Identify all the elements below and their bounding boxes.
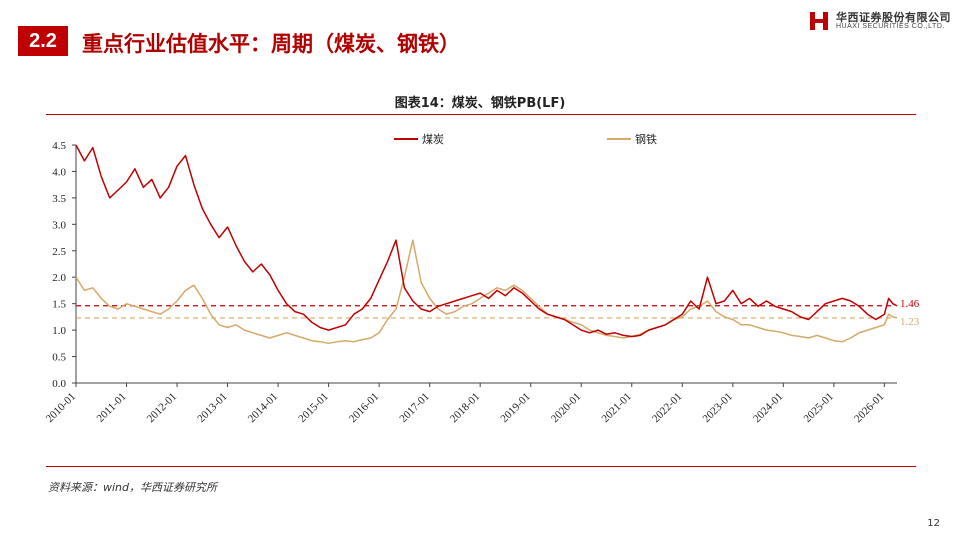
y-tick-label: 4.0 [52, 166, 66, 178]
x-tick-label: 2011-01 [95, 391, 129, 425]
x-tick-label: 2017-01 [397, 391, 431, 425]
x-tick-label: 2018-01 [448, 391, 482, 425]
x-tick-label: 2024-01 [751, 391, 785, 425]
chart-legend: 煤炭 钢铁 [394, 133, 657, 146]
x-tick-label: 2014-01 [246, 391, 280, 425]
logo-mark-icon [810, 12, 828, 30]
section-number-badge: 2.2 [18, 26, 68, 56]
logo-company-name-en: HUAXI SECURITIES CO.,LTD. [836, 23, 945, 30]
y-tick-label: 1.5 [52, 299, 66, 311]
x-tick-label: 2016-01 [347, 391, 381, 425]
series-line-steel [75, 239, 898, 345]
y-tick-label: 2.5 [52, 246, 66, 258]
company-logo: 华西证券股份有限公司 HUAXI SECURITIES CO.,LTD. [808, 8, 954, 34]
reference-label-2: 1.23 [900, 316, 920, 328]
slide-title: 重点行业估值水平：周期（煤炭、钢铁） [82, 32, 460, 56]
x-tick-label: 2023-01 [701, 391, 735, 425]
y-tick-label: 2.0 [52, 272, 66, 284]
x-tick-label: 2020-01 [549, 391, 583, 425]
legend-label-coal: 煤炭 [422, 133, 444, 146]
series-lines [75, 144, 898, 345]
series-line-coal [75, 144, 898, 338]
x-tick-label: 2025-01 [802, 391, 836, 425]
y-tick-label: 3.0 [52, 219, 66, 231]
x-tick-label: 2013-01 [195, 391, 229, 425]
x-tick-label: 2010-01 [44, 391, 78, 425]
x-tick-label: 2021-01 [599, 391, 633, 425]
chart-top-rule [46, 114, 916, 115]
source-note: 资料来源：wind，华西证券研究所 [48, 481, 218, 494]
x-tick-label: 2022-01 [650, 391, 684, 425]
y-tick-label: 4.5 [52, 140, 66, 152]
y-tick-label: 1.0 [52, 325, 66, 337]
reference-lines: 1.46 1.23 [76, 298, 920, 328]
x-tick-label: 2019-01 [498, 391, 532, 425]
page-number: 12 [927, 518, 940, 529]
x-tick-label: 2012-01 [145, 391, 179, 425]
logo-company-name-cn: 华西证券股份有限公司 [836, 11, 951, 24]
y-tick-label: 0.5 [52, 352, 66, 364]
x-tick-label: 2026-01 [852, 391, 886, 425]
y-tick-label: 0.0 [52, 378, 66, 390]
chart-title: 图表14：煤炭、钢铁PB(LF) [394, 96, 566, 111]
reference-label-1: 1.46 [900, 298, 920, 310]
y-tick-label: 3.5 [52, 193, 66, 205]
chart-bottom-rule [46, 466, 916, 467]
chart-axes: 0.0 0.5 1.0 1.5 2.0 2.5 3.0 3.5 4.0 4.5 2010-01 201… [44, 140, 897, 425]
legend-label-steel: 钢铁 [635, 133, 657, 146]
x-tick-label: 2015-01 [296, 391, 330, 425]
